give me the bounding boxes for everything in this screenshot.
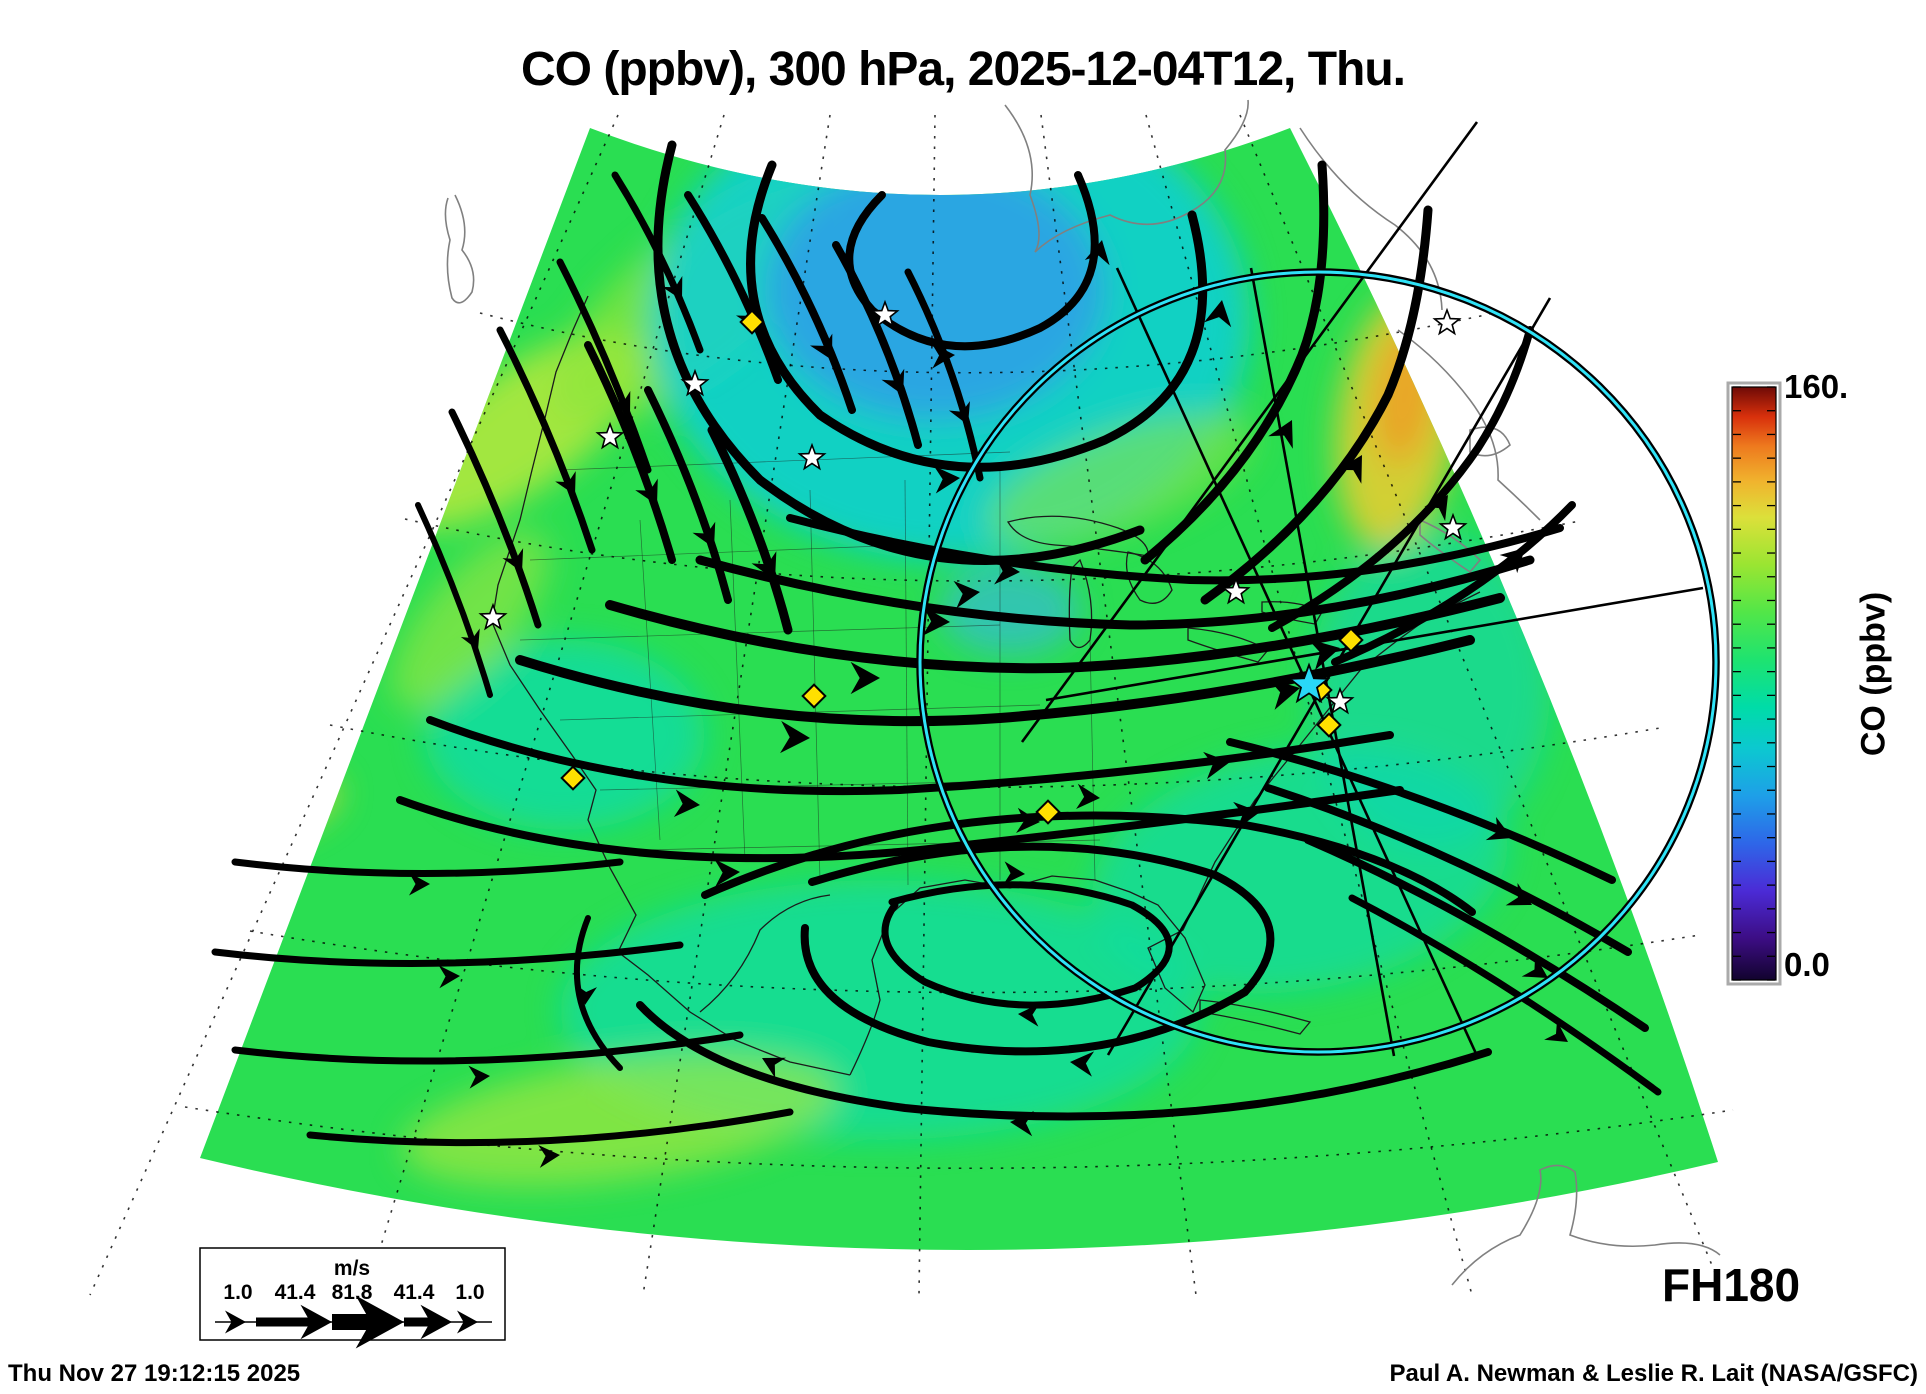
marker-layer xyxy=(478,299,1468,825)
wind-legend-units: m/s xyxy=(333,1257,371,1280)
colorbar-max-label: 160. xyxy=(1784,368,1849,405)
page-title: CO (ppbv), 300 hPa, 2025-12-04T12, Thu. xyxy=(521,43,1406,96)
yellow-diamond-marker xyxy=(801,683,827,709)
yellow-diamond-marker xyxy=(1316,712,1342,738)
colorbar-min-label: 0.0 xyxy=(1784,946,1830,983)
wind-legend-value-2: 41.4 xyxy=(274,1281,316,1304)
generation-timestamp: Thu Nov 27 19:12:15 2025 xyxy=(8,1360,301,1387)
wind-legend-value-5: 1.0 xyxy=(455,1281,485,1304)
graticule-layer xyxy=(89,114,1734,1296)
forecast-hour-label: FH180 xyxy=(1662,1259,1801,1311)
colorbar xyxy=(1726,381,1782,986)
yellow-diamond-marker xyxy=(1035,799,1061,825)
wind-legend-value-3: 81.8 xyxy=(331,1281,373,1304)
trajectory-line-layer xyxy=(1020,121,1704,1059)
yellow-diamond-marker xyxy=(739,309,765,335)
range-ring xyxy=(916,268,1720,1056)
streamline-layer xyxy=(211,140,1662,1168)
yellow-diamond-marker xyxy=(1338,627,1364,653)
wind-legend-value-4: 41.4 xyxy=(393,1281,435,1304)
credit-line: Paul A. Newman & Leslie R. Lait (NASA/GS… xyxy=(1389,1360,1918,1387)
yellow-diamond-marker xyxy=(560,765,586,791)
colorbar-axis-label: CO (ppbv) xyxy=(1854,591,1893,757)
wind-speed-legend xyxy=(199,1247,506,1349)
wind-legend-value-1: 1.0 xyxy=(223,1281,253,1304)
